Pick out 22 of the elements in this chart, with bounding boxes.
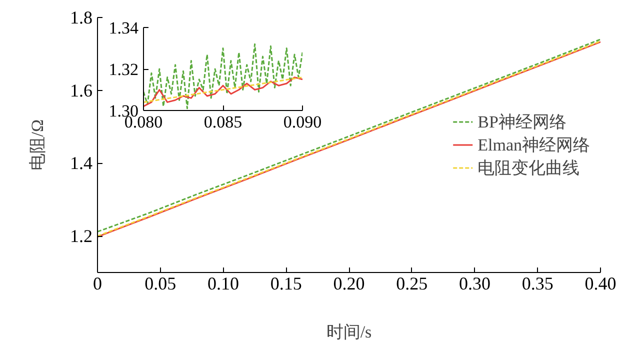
x-tick-label: 0.10 <box>208 274 239 294</box>
y-axis-title: 电阻/Ω <box>28 119 47 171</box>
x-tick-label: 0.40 <box>584 274 616 294</box>
y-tick-label: 1.6 <box>70 80 92 100</box>
y-tick-label: 1.2 <box>70 226 92 246</box>
x-axis-title: 时间/s <box>326 322 372 342</box>
y-tick-label: 1.8 <box>70 8 92 28</box>
x-tick-label: 0.085 <box>204 112 242 132</box>
legend-label: 电阻变化曲线 <box>478 157 580 179</box>
y-tick-label: 1.34 <box>108 18 139 38</box>
x-tick-label: 0.15 <box>270 274 302 294</box>
x-tick-label: 0.30 <box>459 274 490 294</box>
y-tick-label: 1.4 <box>70 153 92 174</box>
y-tick-label: 1.32 <box>108 60 138 79</box>
x-tick-label: 0.090 <box>283 112 322 132</box>
x-tick-label: 0.05 <box>144 274 176 294</box>
legend-label: BP神经网络 <box>478 111 566 133</box>
x-tick-label: 0.25 <box>396 274 428 294</box>
x-tick-label: 0.35 <box>522 274 554 294</box>
legend-label: Elman神经网络 <box>478 134 590 156</box>
x-tick-label: 0 <box>93 274 102 294</box>
x-tick-label: 0.20 <box>333 274 365 294</box>
